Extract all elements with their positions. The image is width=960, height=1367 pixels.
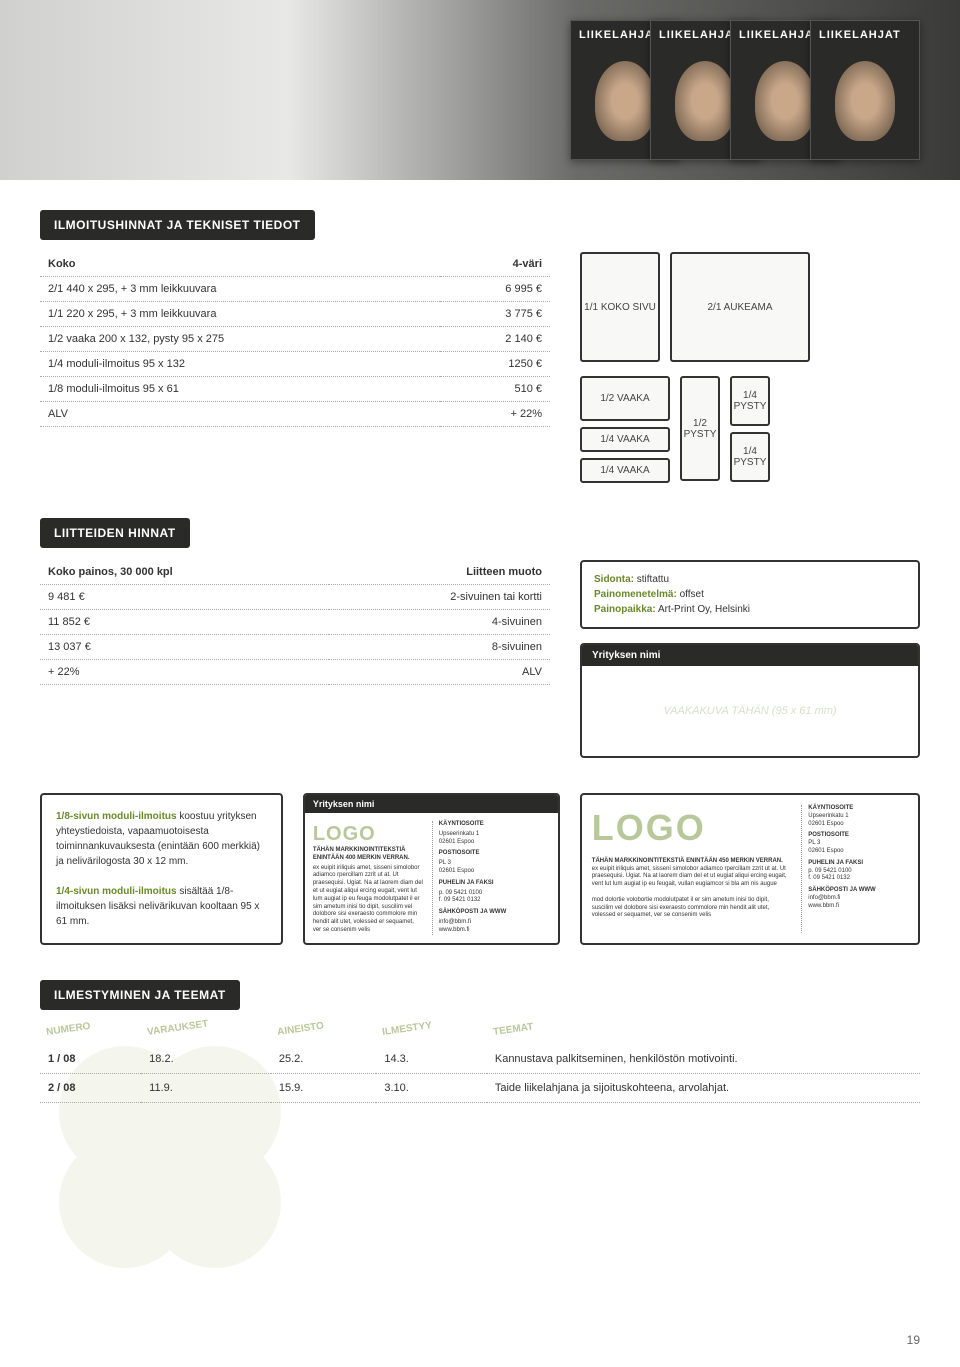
- ad-sample-small: Yrityksen nimi LOGO TÄHÄN MARKKINOINTITE…: [303, 793, 560, 945]
- sample-logo: LOGO: [313, 821, 424, 847]
- table-row: 2/1 440 x 295, + 3 mm leikkuuvara6 995 €: [40, 277, 550, 302]
- th-form: Liitteen muoto: [329, 560, 550, 585]
- bizcard-placeholder: VAAKAKUVA TÄHÄN (95 x 61 mm): [582, 666, 918, 756]
- table-row: 9 481 €2-sivuinen tai kortti: [40, 585, 550, 610]
- hero-banner: LIIKELAHJAT LIIKELAHJAT LIIKELAHJAT LIIK…: [0, 0, 960, 180]
- th-qty: Koko painos, 30 000 kpl: [40, 560, 329, 585]
- page-number: 19: [907, 1333, 920, 1347]
- table-row: 11 852 €4-sivuinen: [40, 610, 550, 635]
- module-description: 1/8-sivun moduli-ilmoitus koostuu yrityk…: [40, 793, 283, 945]
- schedule-header: NUMERO: [37, 1008, 140, 1045]
- section-title-schedule: ILMESTYMINEN JA TEEMAT: [40, 980, 240, 1010]
- layout-diagram: 1/1 KOKO SIVU 2/1 AUKEAMA: [580, 252, 920, 362]
- table-row: + 22%ALV: [40, 660, 550, 685]
- business-card-sample: Yrityksen nimi VAAKAKUVA TÄHÄN (95 x 61 …: [580, 643, 920, 758]
- schedule-table: NUMEROVARAUKSETAINEISTOILMESTYYTEEMAT 1 …: [40, 1022, 920, 1103]
- diag-half-h: 1/2 VAAKA: [580, 376, 670, 421]
- schedule-header: TEEMAT: [484, 962, 916, 1045]
- diag-quarter-v: 1/4 PYSTY: [730, 376, 770, 426]
- schedule-header: ILMESTYY: [373, 1007, 486, 1045]
- table-row: 1/2 vaaka 200 x 132, pysty 95 x 2752 140…: [40, 327, 550, 352]
- diag-full-page: 1/1 KOKO SIVU: [580, 252, 660, 362]
- magazine-cover: LIIKELAHJAT: [810, 20, 920, 160]
- diag-quarter-h: 1/4 VAAKA: [580, 458, 670, 483]
- table-row: 1/4 moduli-ilmoitus 95 x 1321250 €: [40, 352, 550, 377]
- schedule-header: VARAUKSET: [138, 1004, 270, 1045]
- ad-sample-large: LOGO TÄHÄN MARKKINOINTITEKSTIÄ ENINTÄÄN …: [580, 793, 920, 945]
- table-row: 1/8 moduli-ilmoitus 95 x 61510 €: [40, 377, 550, 402]
- table-row: 1/1 220 x 295, + 3 mm leikkuuvara3 775 €: [40, 302, 550, 327]
- section-title-inserts: LIITTEIDEN HINNAT: [40, 518, 190, 548]
- bizcard-header: Yrityksen nimi: [582, 645, 918, 666]
- section-title-pricing: ILMOITUSHINNAT JA TEKNISET TIEDOT: [40, 210, 315, 240]
- large-logo: LOGO: [592, 805, 791, 852]
- print-info-card: Sidonta: stiftattu Painomenetelmä: offse…: [580, 560, 920, 629]
- table-row: 1 / 0818.2.25.2.14.3.Kannustava palkitse…: [40, 1045, 920, 1074]
- th-size: Koko: [40, 252, 440, 277]
- table-row: 2 / 0811.9.15.9.3.10.Taide liikelahjana …: [40, 1074, 920, 1103]
- pricing-table: Koko 4-väri 2/1 440 x 295, + 3 mm leikku…: [40, 252, 550, 427]
- diag-quarter-h: 1/4 VAAKA: [580, 427, 670, 452]
- diag-half-v: 1/2 PYSTY: [680, 376, 720, 481]
- diag-spread: 2/1 AUKEAMA: [670, 252, 810, 362]
- table-row: 13 037 €8-sivuinen: [40, 635, 550, 660]
- inserts-table: Koko painos, 30 000 kpl Liitteen muoto 9…: [40, 560, 550, 685]
- table-row: ALV+ 22%: [40, 402, 550, 427]
- th-price: 4-väri: [440, 252, 550, 277]
- schedule-header: AINEISTO: [268, 1008, 376, 1045]
- diag-quarter-v: 1/4 PYSTY: [730, 432, 770, 482]
